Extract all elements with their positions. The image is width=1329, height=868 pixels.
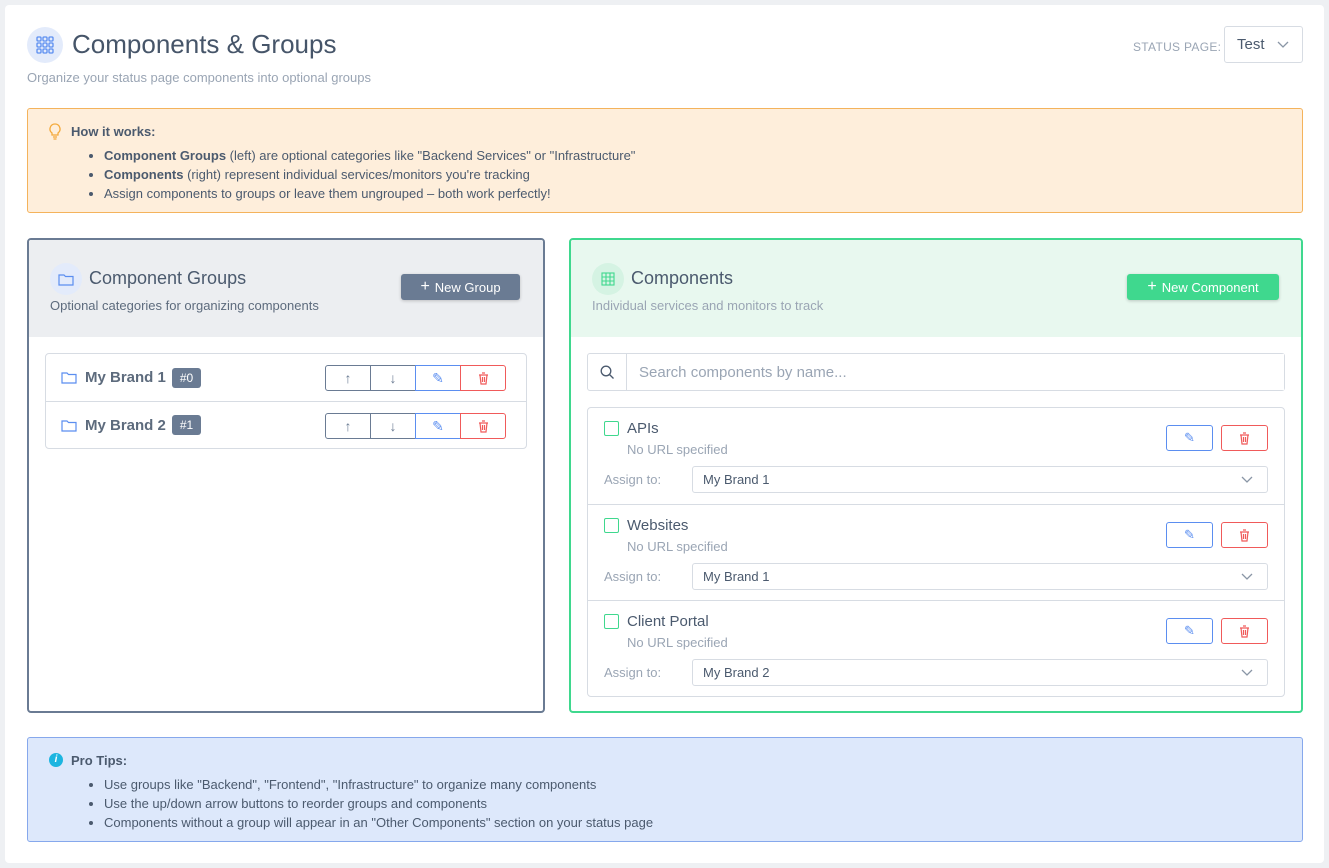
- component-name: APIs: [627, 420, 659, 437]
- edit-button[interactable]: ✎: [415, 365, 461, 391]
- component-url: No URL specified: [627, 442, 728, 457]
- how-item: Components (right) represent individual …: [104, 165, 635, 184]
- status-page-value: Test: [1237, 36, 1265, 53]
- pencil-icon: ✎: [1184, 527, 1195, 542]
- delete-button[interactable]: [1221, 522, 1268, 548]
- component-list: APIs No URL specified ✎ Assign to: My Br…: [587, 407, 1285, 697]
- how-it-works-alert: How it works: Component Groups (left) ar…: [27, 108, 1303, 213]
- edit-button[interactable]: ✎: [1166, 522, 1213, 548]
- components-panel: Components Individual services and monit…: [569, 238, 1303, 713]
- component-row: APIs No URL specified ✎ Assign to: My Br…: [588, 408, 1284, 504]
- folder-icon: [50, 263, 82, 295]
- status-page-select[interactable]: Test: [1224, 26, 1303, 63]
- delete-button[interactable]: [460, 365, 506, 391]
- trash-icon: [478, 419, 488, 433]
- group-order-badge: #0: [171, 367, 202, 388]
- chevron-down-icon: [1241, 573, 1253, 580]
- pro-tips-title: Pro Tips:: [71, 753, 128, 768]
- components-subtitle: Individual services and monitors to trac…: [592, 298, 824, 313]
- new-component-button[interactable]: + New Component: [1127, 274, 1279, 300]
- assign-label: Assign to:: [604, 665, 662, 680]
- info-icon: i: [49, 753, 63, 767]
- trash-icon: [1240, 528, 1249, 542]
- how-it-works-title: How it works:: [71, 124, 156, 139]
- folder-icon: [61, 419, 77, 432]
- chevron-down-icon: [1241, 669, 1253, 676]
- component-row: Websites No URL specified ✎ Assign to: M…: [588, 504, 1284, 600]
- groups-title: Component Groups: [89, 268, 247, 288]
- page-subtitle: Organize your status page components int…: [27, 70, 371, 85]
- new-group-button[interactable]: + New Group: [401, 274, 520, 300]
- delete-button[interactable]: [1221, 425, 1268, 451]
- delete-button[interactable]: [460, 413, 506, 439]
- component-name: Client Portal: [627, 613, 709, 630]
- component-name: Websites: [627, 517, 689, 534]
- group-list: My Brand 1 #0 ↑ ↓ ✎ My Brand 2 #1 ↑ ↓ ✎: [45, 353, 527, 449]
- pencil-icon: ✎: [1184, 623, 1195, 638]
- assign-group-select[interactable]: My Brand 1: [692, 466, 1268, 493]
- folder-icon: [61, 372, 77, 384]
- group-order-badge: #1: [171, 415, 202, 435]
- tip-item: Use the up/down arrow buttons to reorder…: [104, 794, 653, 813]
- move-up-button[interactable]: ↑: [325, 413, 371, 439]
- trash-icon: [1240, 431, 1249, 445]
- component-url: No URL specified: [627, 539, 728, 554]
- plus-icon: +: [1147, 278, 1157, 295]
- pro-tips-alert: i Pro Tips: Use groups like "Backend", "…: [27, 737, 1303, 842]
- assign-group-select[interactable]: My Brand 1: [692, 563, 1268, 590]
- assign-group-select[interactable]: My Brand 2: [692, 659, 1268, 686]
- lightbulb-icon: [49, 123, 61, 140]
- trash-icon: [478, 371, 488, 385]
- group-row: My Brand 2 #1 ↑ ↓ ✎: [46, 401, 526, 448]
- component-url: No URL specified: [627, 635, 728, 650]
- table-icon: [592, 263, 624, 295]
- assign-label: Assign to:: [604, 472, 662, 487]
- component-checkbox[interactable]: [604, 518, 619, 533]
- tip-item: Components without a group will appear i…: [104, 813, 653, 832]
- how-item: Component Groups (left) are optional cat…: [104, 146, 635, 165]
- pencil-icon: ✎: [1184, 430, 1195, 445]
- component-groups-panel: Component Groups Optional categories for…: [27, 238, 545, 713]
- component-row: Client Portal No URL specified ✎ Assign …: [588, 600, 1284, 696]
- delete-button[interactable]: [1221, 618, 1268, 644]
- edit-button[interactable]: ✎: [1166, 425, 1213, 451]
- move-down-button[interactable]: ↓: [370, 413, 416, 439]
- edit-button[interactable]: ✎: [415, 413, 461, 439]
- trash-icon: [1240, 624, 1249, 638]
- search-input[interactable]: [627, 354, 1284, 390]
- plus-icon: +: [420, 278, 430, 295]
- search-icon: [588, 354, 627, 390]
- component-checkbox[interactable]: [604, 421, 619, 436]
- how-item: Assign components to groups or leave the…: [104, 184, 635, 203]
- page-title: Components & Groups: [72, 29, 337, 59]
- group-row: My Brand 1 #0 ↑ ↓ ✎: [46, 354, 526, 401]
- group-name: My Brand 2: [85, 416, 166, 434]
- main-card: Components & Groups Organize your status…: [5, 5, 1324, 863]
- edit-button[interactable]: ✎: [1166, 618, 1213, 644]
- group-name: My Brand 1: [85, 369, 166, 386]
- grid-icon: [27, 27, 63, 63]
- status-page-label: STATUS PAGE:: [1133, 40, 1222, 54]
- move-down-button[interactable]: ↓: [370, 365, 416, 391]
- component-checkbox[interactable]: [604, 614, 619, 629]
- chevron-down-icon: [1277, 41, 1288, 48]
- search-box: [587, 353, 1285, 391]
- move-up-button[interactable]: ↑: [325, 365, 371, 391]
- assign-label: Assign to:: [604, 569, 662, 584]
- tip-item: Use groups like "Backend", "Frontend", "…: [104, 775, 653, 794]
- groups-subtitle: Optional categories for organizing compo…: [50, 298, 319, 313]
- components-title: Components: [631, 268, 734, 288]
- chevron-down-icon: [1241, 476, 1253, 483]
